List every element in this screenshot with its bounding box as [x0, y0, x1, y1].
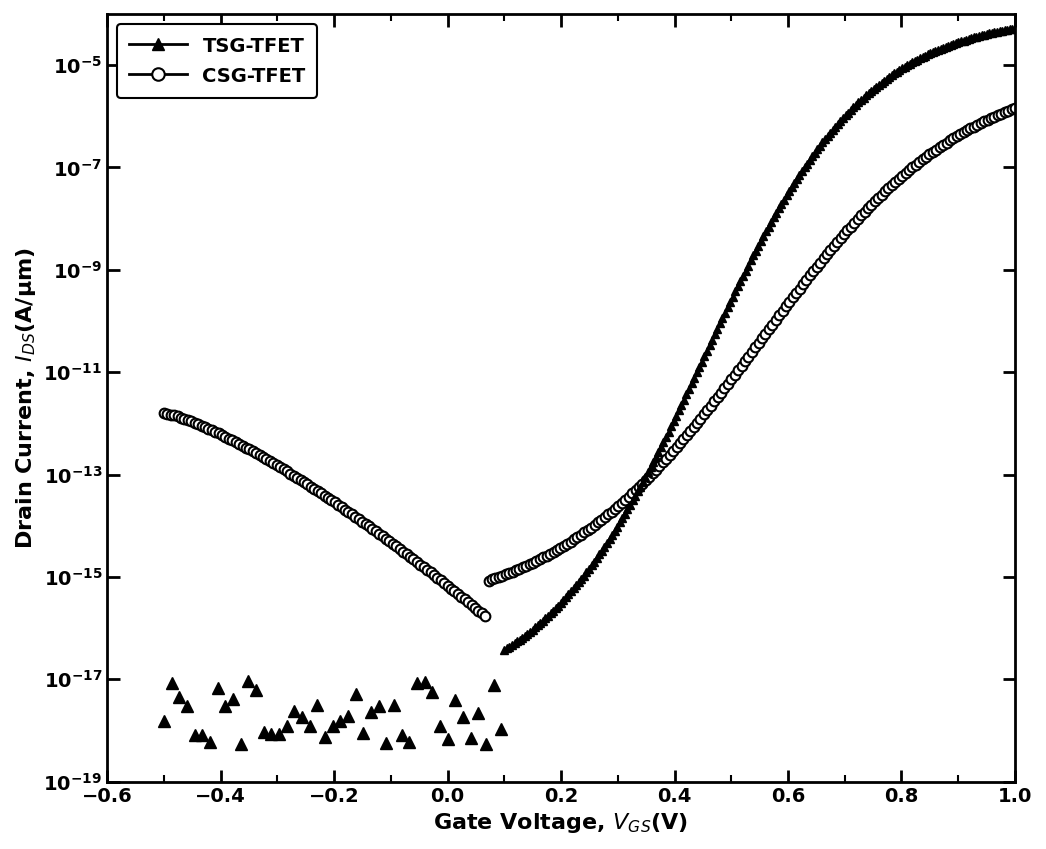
- TSG-TFET: [593, 549, 606, 559]
- TSG-TFET: [498, 645, 510, 655]
- CSG-TFET: [978, 116, 991, 127]
- TSG-TFET: [529, 622, 542, 633]
- CSG-TFET: [653, 461, 665, 471]
- TSG-TFET: [519, 631, 531, 641]
- X-axis label: Gate Voltage, $V_{GS}$(V): Gate Voltage, $V_{GS}$(V): [433, 811, 688, 835]
- TSG-TFET: [1008, 23, 1021, 33]
- CSG-TFET: [1008, 103, 1021, 113]
- Y-axis label: Drain Current, $I_{DS}$(A/μm): Drain Current, $I_{DS}$(A/μm): [14, 247, 38, 548]
- CSG-TFET: [479, 611, 492, 621]
- Legend: TSG-TFET, CSG-TFET: TSG-TFET, CSG-TFET: [117, 24, 317, 98]
- Line: TSG-TFET: TSG-TFET: [500, 24, 1019, 655]
- CSG-TFET: [514, 564, 526, 574]
- TSG-TFET: [965, 33, 978, 43]
- Line: CSG-TFET: CSG-TFET: [159, 103, 1020, 621]
- TSG-TFET: [634, 481, 646, 492]
- CSG-TFET: [158, 408, 170, 419]
- TSG-TFET: [983, 28, 996, 38]
- CSG-TFET: [503, 568, 516, 578]
- CSG-TFET: [749, 342, 761, 352]
- CSG-TFET: [298, 477, 311, 487]
